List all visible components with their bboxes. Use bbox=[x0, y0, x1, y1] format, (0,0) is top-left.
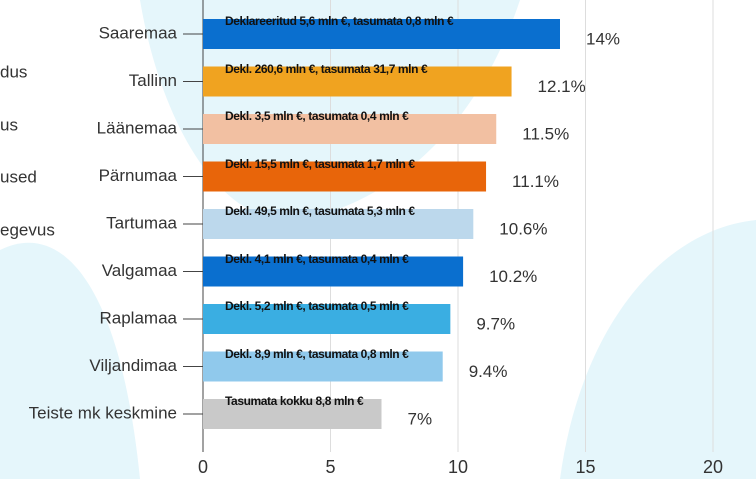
bar bbox=[203, 66, 512, 97]
bar-annotation-text: Dekl. 49,5 mln €, tasumata 5,3 mln € bbox=[225, 205, 415, 218]
bar-annotation: Tasumata kokku 8,8 mln € bbox=[225, 395, 364, 408]
bar-annotation: Dekl. 3,5 mln €, tasumata 0,4 mln € bbox=[225, 110, 409, 123]
value-label: 14% bbox=[586, 29, 620, 48]
bar-annotation-text: Dekl. 15,5 mln €, tasumata 1,7 mln € bbox=[225, 157, 415, 171]
bar-annotation: Dekl. 260,6 mln €, tasumata 31,7 mln € bbox=[225, 62, 428, 76]
bar bbox=[203, 209, 474, 239]
category-label: Tartumaa bbox=[106, 213, 177, 232]
bar bbox=[203, 351, 443, 382]
legend-fragment: used bbox=[0, 167, 37, 186]
x-tick-label: 10 bbox=[448, 457, 468, 477]
x-tick-label: 15 bbox=[575, 457, 595, 477]
x-tick-label: 20 bbox=[703, 457, 723, 477]
value-label: 12.1% bbox=[538, 77, 586, 96]
value-label: 9.7% bbox=[476, 314, 515, 333]
value-label: 11.5% bbox=[522, 124, 569, 143]
category-label: Saaremaa bbox=[99, 23, 178, 42]
bar-annotation-text: Dekl. 260,6 mln €, tasumata 31,7 mln € bbox=[225, 62, 428, 76]
category-label: Läänemaa bbox=[97, 118, 178, 137]
legend-fragment: us bbox=[0, 115, 18, 134]
bar-annotation: Dekl. 5,2 mln €, tasumata 0,5 mln € bbox=[225, 300, 409, 313]
value-label: 7% bbox=[408, 409, 433, 428]
legend-fragment: dus bbox=[0, 62, 27, 81]
bar-annotation: Dekl. 4,1 mln €, tasumata 0,4 mln € bbox=[225, 252, 409, 266]
value-label: 9.4% bbox=[469, 362, 508, 381]
bar bbox=[203, 19, 560, 49]
legend-fragment: egevus bbox=[0, 220, 55, 239]
x-tick-label: 0 bbox=[198, 457, 208, 477]
category-label: Tallinn bbox=[129, 71, 177, 90]
bar bbox=[203, 161, 487, 192]
category-label: Viljandimaa bbox=[89, 356, 177, 375]
bar-annotation-text: Dekl. 5,2 mln €, tasumata 0,5 mln € bbox=[225, 300, 409, 313]
bar bbox=[203, 114, 497, 144]
bar-annotation-text: Deklareeritud 5,6 mln €, tasumata 0,8 ml… bbox=[225, 15, 454, 28]
bar bbox=[203, 256, 464, 287]
bar-annotation: Dekl. 15,5 mln €, tasumata 1,7 mln € bbox=[225, 157, 415, 171]
bar-annotation: Dekl. 49,5 mln €, tasumata 5,3 mln € bbox=[225, 205, 415, 218]
value-label: 11.1% bbox=[512, 172, 559, 191]
bar-annotation-text: Dekl. 8,9 mln €, tasumata 0,8 mln € bbox=[225, 347, 409, 361]
bar-annotation-text: Dekl. 4,1 mln €, tasumata 0,4 mln € bbox=[225, 252, 409, 266]
value-label: 10.2% bbox=[489, 267, 537, 286]
x-tick-label: 5 bbox=[325, 457, 335, 477]
bar bbox=[203, 304, 451, 334]
bar-annotation-text: Dekl. 3,5 mln €, tasumata 0,4 mln € bbox=[225, 110, 409, 123]
category-label: Valgamaa bbox=[102, 261, 178, 280]
category-label: Pärnumaa bbox=[99, 166, 178, 185]
value-label: 10.6% bbox=[499, 219, 547, 238]
bar bbox=[203, 399, 382, 429]
category-label: Teiste mk keskmine bbox=[29, 403, 177, 422]
bar-annotation-text: Tasumata kokku 8,8 mln € bbox=[225, 395, 364, 408]
side-legend-fragments: dus us used egevus bbox=[0, 62, 55, 239]
category-label: Raplamaa bbox=[100, 308, 178, 327]
bar-annotation: Dekl. 8,9 mln €, tasumata 0,8 mln € bbox=[225, 347, 409, 361]
bar-annotation: Deklareeritud 5,6 mln €, tasumata 0,8 ml… bbox=[225, 15, 454, 28]
